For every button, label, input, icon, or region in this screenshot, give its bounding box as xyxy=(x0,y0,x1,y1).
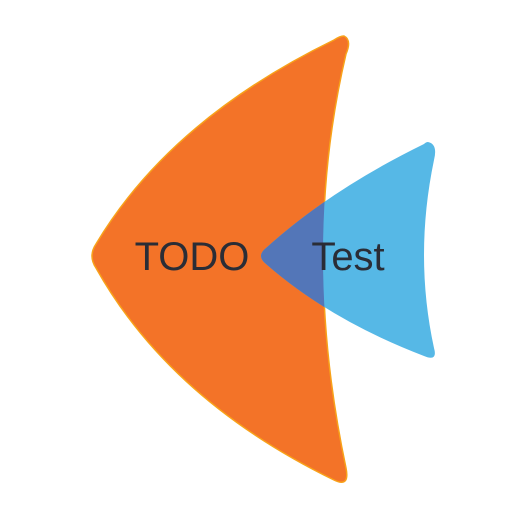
blue-fish-shape xyxy=(261,142,436,358)
orange-fish-shape xyxy=(91,35,350,483)
logo-word-left: TODO xyxy=(135,235,250,279)
logo-word-right: Test xyxy=(311,235,384,279)
